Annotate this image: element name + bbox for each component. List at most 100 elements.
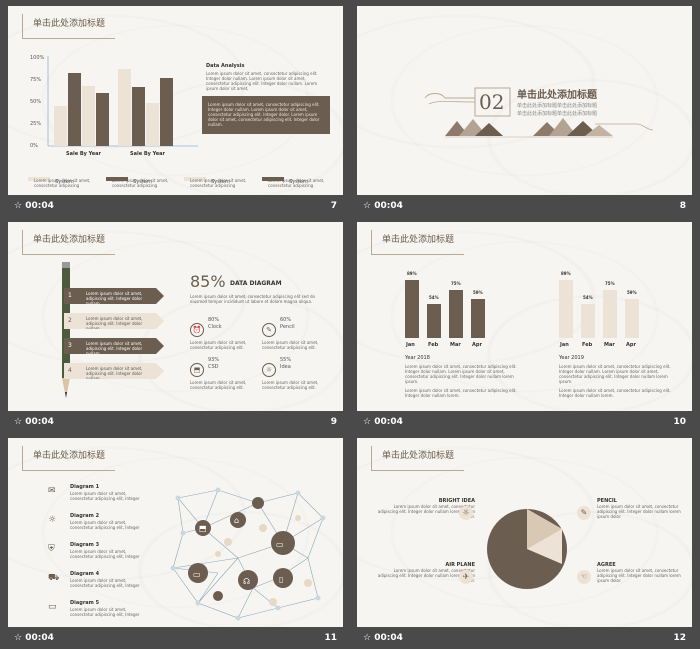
- value-label: 54%: [429, 295, 439, 300]
- bar-chart-2019: 89% 54% 75% 59% Jan Feb Mar Apr: [559, 271, 639, 348]
- handshake-icon: ☜: [577, 570, 591, 584]
- network-graph: ⬒ ⌂ ▭ ▭ ☊ ▯: [170, 487, 326, 621]
- network-node: [252, 497, 264, 509]
- bar: [96, 93, 109, 146]
- slide-canvas: 单击此处添加标题 89% 54% 75% 59% Jan Feb Mar Apr…: [357, 222, 692, 411]
- slide-title: 单击此处添加标题: [371, 446, 465, 471]
- legend-item: System: [106, 168, 152, 187]
- slide-number: 7: [330, 201, 337, 211]
- network-node: [238, 570, 258, 590]
- chart-icon: ⬒: [190, 363, 204, 377]
- x-tick: Sale By Year: [130, 151, 166, 157]
- slide-canvas: 单击此处添加标题 100% 75% 50% 25% 0% Sale By Yea…: [8, 6, 343, 195]
- slide-title: 单击此处添加标题: [371, 230, 465, 255]
- bar-chart-2018: 89% 54% 75% 59% Jan Feb Mar Apr: [405, 271, 485, 348]
- bar: [471, 299, 485, 338]
- step-item: 4 Lorem ipsum dolor sit amet, adipiscing…: [64, 363, 164, 379]
- slide-info-bar: ☆ 00:04 12: [357, 627, 692, 649]
- timing-label: ☆ 00:04: [14, 417, 54, 427]
- bar: [146, 103, 159, 146]
- pencil-icon: ✎: [262, 323, 276, 337]
- stat-text: Lorem ipsum dolor sit amet, consectetur …: [262, 340, 319, 350]
- bar: [625, 299, 639, 338]
- bar: [581, 304, 595, 338]
- bar-chart: 100% 75% 50% 25% 0% Sale By Year Sale By…: [30, 55, 198, 157]
- step-list: 1 Lorem ipsum dolor sit amet, adipiscing…: [64, 288, 164, 379]
- year-label: Year 2018: [405, 355, 430, 361]
- bar: [160, 78, 173, 146]
- x-tick: Sale By Year: [66, 151, 102, 157]
- diagram-item: ☼ Diagram 2 Lorem ipsum dolor sit amet, …: [48, 513, 140, 530]
- y-tick: 25%: [30, 121, 41, 127]
- step-text: Lorem ipsum dolor sit amet, adipiscing e…: [86, 316, 143, 331]
- legend-item: System: [262, 168, 308, 187]
- stat-item: ⬒ 93% CSD Lorem ipsum dolor sit amet, co…: [190, 357, 260, 390]
- legend: System System System System Lorem ipsum …: [28, 168, 338, 192]
- step-text: Lorem ipsum dolor sit amet, adipiscing e…: [86, 341, 143, 356]
- section-sub: 单击此处添加标题单击此处添加标题: [517, 111, 598, 117]
- svg-text:▭: ▭: [193, 570, 201, 579]
- analysis-title: Data Analysis: [206, 63, 245, 69]
- lightbulb-icon: ☼: [262, 363, 276, 377]
- slide-info-bar: ☆ 00:04 7: [8, 195, 343, 217]
- slide-canvas: 02 单击此处添加标题 单击此处添加标题单击此处添加标题 单击此处添加标题单击此…: [357, 6, 692, 195]
- svg-text:▯: ▯: [279, 575, 283, 584]
- stat-item: ⏰ 80% Clock Lorem ipsum dolor sit amet, …: [190, 317, 260, 350]
- month-label: Apr: [472, 342, 482, 348]
- slide-canvas: 单击此处添加标题 1 Lorem ipsum dolor sit amet, a…: [8, 222, 343, 411]
- stat-grid: ⏰ 80% Clock Lorem ipsum dolor sit amet, …: [190, 317, 340, 407]
- month-label: Feb: [428, 342, 439, 348]
- bar: [82, 86, 95, 146]
- legend-item: System: [28, 168, 74, 187]
- network-node: [271, 531, 295, 555]
- diagram-title: DATA DIAGRAM: [230, 280, 282, 287]
- slide-info-bar: ☆ 00:04 8: [357, 195, 692, 217]
- month-label: Mar: [604, 342, 615, 348]
- analysis-box: Lorem ipsum dolor sit amet, consectetur …: [202, 96, 330, 134]
- slide-info-bar: ☆ 00:04 9: [8, 411, 343, 433]
- network-node: [188, 563, 208, 583]
- slide-canvas: 单击此处添加标题 ✉ Diagram 1 Lorem ipsum dolor s…: [8, 438, 343, 627]
- pencil-icon: ✎: [577, 506, 591, 520]
- mail-icon: ✉: [48, 486, 56, 496]
- svg-text:⌂: ⌂: [234, 516, 239, 525]
- analysis-box-text: Lorem ipsum dolor sit amet, consectetur …: [208, 102, 320, 127]
- value-label: 59%: [473, 290, 483, 295]
- year-text: Lorem ipsum dolor sit amet, consectetur …: [405, 364, 517, 384]
- timing-label: ☆ 00:04: [363, 633, 403, 643]
- y-tick: 0%: [30, 143, 38, 149]
- slide-info-bar: ☆ 00:04 11: [8, 627, 343, 649]
- bar: [68, 73, 81, 146]
- diagram-list: ✉ Diagram 1 Lorem ipsum dolor sit amet, …: [46, 484, 156, 627]
- airplane-icon: ✈: [459, 570, 473, 584]
- stat-text: Lorem ipsum dolor sit amet, consectetur …: [190, 340, 247, 350]
- legend-sub: Lorem ipsum dolor sit amet, consectetur …: [34, 178, 91, 188]
- lightbulb-icon: ☼: [48, 515, 57, 525]
- svg-text:☊: ☊: [243, 577, 250, 586]
- step-item: 2 Lorem ipsum dolor sit amet, adipiscing…: [64, 313, 164, 329]
- year-foot: Lorem ipsum dolor sit amet, consectetur …: [559, 388, 671, 398]
- sphere-graphic: [487, 509, 567, 589]
- legend-sub: Lorem ipsum dolor sit amet, consectetur …: [190, 178, 247, 188]
- y-tick: 75%: [30, 77, 41, 83]
- analysis-text: Lorem ipsum dolor sit amet, consectetur …: [206, 71, 318, 91]
- diagram-item: ▭ Diagram 5 Lorem ipsum dolor sit amet, …: [48, 600, 140, 617]
- shield-icon: ⛨: [48, 544, 55, 554]
- diagram-text: Lorem ipsum dolor sit amet, consectetur …: [190, 294, 315, 304]
- month-label: Feb: [582, 342, 593, 348]
- bar: [603, 290, 617, 338]
- value-label: 89%: [561, 271, 571, 276]
- legend-sub: Lorem ipsum dolor sit amet, consectetur …: [268, 178, 325, 188]
- item-right-bottom: AGREE Lorem ipsum dolor sit amet, consec…: [597, 562, 681, 583]
- bar: [54, 106, 67, 146]
- diagram-item: ⛨ Diagram 3 Lorem ipsum dolor sit amet, …: [48, 542, 140, 559]
- legend-item: System: [184, 168, 230, 187]
- bar: [132, 87, 145, 146]
- timing-label: ☆ 00:04: [14, 201, 54, 211]
- bar: [118, 69, 131, 146]
- value-label: 54%: [583, 295, 593, 300]
- network-node: [195, 520, 211, 536]
- y-tick: 50%: [30, 99, 41, 105]
- slide-number: 11: [324, 633, 337, 643]
- value-label: 75%: [605, 281, 615, 286]
